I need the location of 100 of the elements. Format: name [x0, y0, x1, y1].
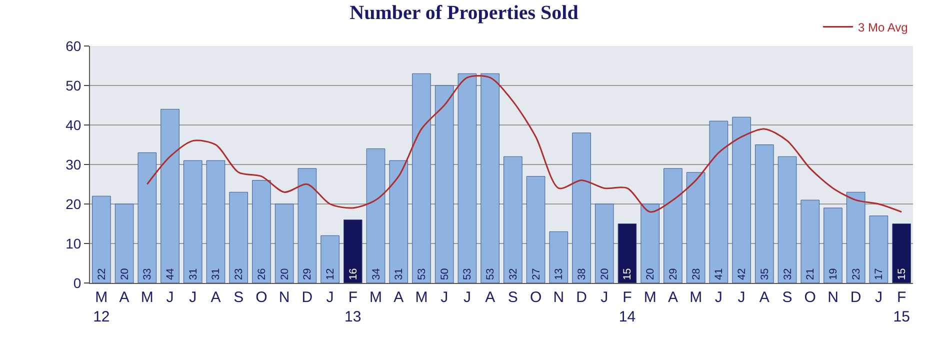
bar — [320, 235, 340, 283]
x-tick-label: M — [644, 289, 656, 306]
y-tick-label: 60 — [66, 38, 82, 54]
bar — [412, 73, 431, 283]
data-label: 41 — [713, 268, 726, 280]
y-tick-label: 0 — [73, 274, 82, 291]
bar — [572, 132, 591, 283]
bar — [160, 108, 180, 283]
x-tick-label: A — [485, 289, 496, 306]
bar — [252, 180, 271, 283]
data-label: 23 — [233, 268, 246, 280]
bar — [92, 196, 111, 283]
bar — [732, 116, 751, 283]
bar — [206, 160, 226, 283]
y-tick-label: 50 — [66, 77, 82, 94]
bar — [846, 192, 866, 283]
bar — [504, 156, 522, 283]
data-label: 31 — [187, 268, 200, 280]
x-tick-label: N — [828, 289, 838, 306]
data-label: 12 — [324, 268, 337, 280]
bar — [664, 168, 682, 283]
data-label: 33 — [142, 268, 154, 280]
y-tick-label: 20 — [66, 196, 82, 212]
data-label: 53 — [416, 268, 428, 280]
bar — [594, 204, 614, 283]
x-tick-label: J — [463, 289, 471, 306]
data-label: 26 — [256, 268, 268, 280]
bar — [755, 144, 774, 283]
x-tick-label: J — [714, 289, 722, 306]
data-label: 31 — [393, 268, 406, 280]
data-label: 42 — [736, 268, 748, 280]
data-label: 20 — [644, 268, 657, 280]
bar — [618, 224, 637, 283]
data-label: 16 — [347, 268, 360, 280]
bar — [549, 231, 568, 283]
bar — [800, 200, 820, 283]
bar — [778, 156, 797, 283]
data-label: 53 — [484, 268, 497, 280]
data-label: 19 — [827, 268, 840, 280]
data-label: 38 — [576, 268, 588, 280]
x-tick-label: J — [166, 289, 174, 306]
data-label: 21 — [804, 268, 817, 280]
bar — [709, 120, 728, 283]
data-label: 32 — [782, 268, 794, 280]
x-tick-label: F 15 — [893, 289, 910, 326]
data-label: 27 — [530, 268, 542, 280]
bar — [640, 204, 660, 283]
bar — [480, 73, 500, 283]
x-tick-label: S — [234, 289, 244, 306]
data-label: 15 — [896, 268, 908, 280]
data-label: 50 — [438, 268, 451, 280]
bar — [183, 160, 202, 283]
x-tick-label: J — [326, 289, 334, 306]
chart-title: Number of Properties Sold — [350, 2, 578, 24]
bar — [526, 176, 546, 283]
x-tick-label: D — [302, 289, 313, 306]
x-tick-label: M — [370, 289, 382, 306]
data-label: 44 — [164, 268, 177, 280]
data-label: 20 — [118, 268, 131, 280]
data-label: 28 — [690, 268, 702, 280]
bar — [869, 216, 888, 283]
x-tick-label: M 12 — [93, 289, 110, 326]
bar — [686, 172, 706, 283]
y-tick-label: 30 — [66, 156, 82, 172]
bar — [344, 220, 362, 283]
x-tick-label: A — [759, 289, 770, 306]
data-label: 29 — [302, 268, 314, 280]
data-label: 15 — [622, 268, 634, 280]
x-tick-label: F 14 — [618, 289, 636, 326]
x-tick-label: S — [508, 289, 518, 306]
x-tick-label: M — [140, 289, 154, 306]
bar — [389, 160, 408, 283]
bar — [114, 204, 134, 283]
y-tick-label: 40 — [66, 116, 82, 133]
data-label: 32 — [507, 268, 520, 280]
bar — [274, 204, 294, 283]
x-tick-label: S — [782, 289, 792, 306]
data-label: 31 — [210, 268, 222, 280]
bar — [298, 168, 317, 283]
x-tick-label: O — [804, 289, 816, 306]
x-tick-label: O — [530, 289, 542, 306]
x-tick-label: A — [210, 289, 221, 306]
bar — [138, 152, 157, 283]
x-tick-label: J — [738, 289, 746, 306]
y-tick-label: 10 — [66, 235, 82, 252]
legend-label: 3 Mo Avg — [858, 20, 908, 34]
x-tick-label: N — [553, 289, 564, 306]
x-tick-label: A — [668, 289, 678, 306]
x-tick-label: M — [415, 289, 428, 306]
bar — [229, 192, 248, 283]
x-tick-label: A — [119, 289, 130, 306]
data-label: 23 — [850, 268, 862, 280]
x-tick-label: O — [256, 289, 268, 306]
x-tick-label: M — [690, 289, 702, 306]
data-label: 53 — [462, 268, 474, 280]
data-label: 34 — [370, 268, 382, 280]
x-tick-label: F 13 — [344, 289, 362, 326]
bar — [892, 224, 911, 283]
x-tick-label: J — [189, 289, 197, 306]
bar — [824, 208, 842, 283]
